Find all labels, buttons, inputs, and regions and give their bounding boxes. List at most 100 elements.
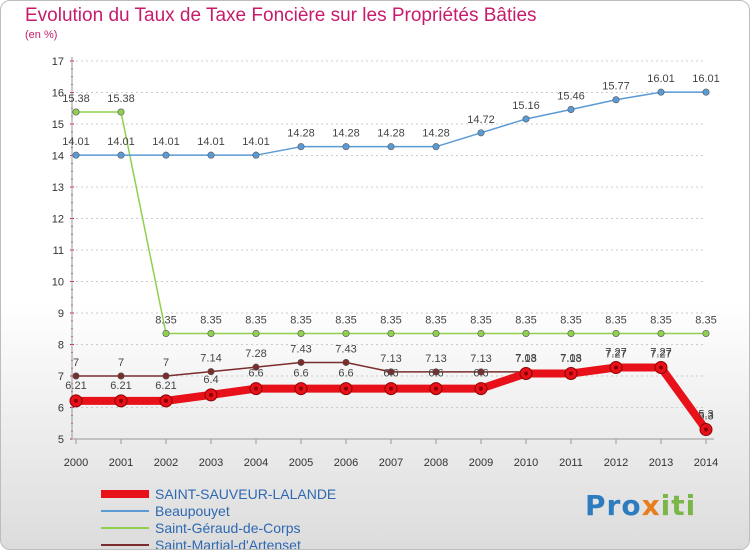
data-point (387, 368, 395, 376)
data-point (702, 329, 710, 337)
data-point-center (344, 386, 348, 391)
data-label: 16.01 (647, 73, 675, 85)
x-tick-label: 2013 (649, 457, 673, 469)
data-point-center (569, 371, 573, 376)
data-label: 7.14 (200, 353, 221, 365)
data-point (477, 129, 485, 137)
data-point (207, 329, 215, 337)
data-label: 6.6 (428, 368, 443, 380)
data-label: 8.35 (335, 314, 356, 326)
data-label: 8.35 (560, 314, 581, 326)
data-label: 14.01 (152, 136, 180, 148)
x-tick-label: 2004 (244, 457, 268, 469)
data-point (567, 329, 575, 337)
data-point-center (299, 386, 303, 391)
legend-label: Saint-Géraud-de-Corps (155, 520, 301, 536)
data-label: 8.35 (245, 314, 266, 326)
data-label: 8.35 (605, 314, 626, 326)
x-tick-label: 2003 (199, 457, 223, 469)
data-label: 14.01 (197, 136, 225, 148)
data-point (522, 329, 530, 337)
data-label: 15.38 (107, 93, 135, 105)
data-point (657, 329, 665, 337)
chart-subtitle: (en %) (25, 29, 58, 41)
data-point (702, 88, 710, 96)
data-label: 8.35 (290, 314, 311, 326)
x-tick-label: 2000 (64, 457, 88, 469)
y-tick-label: 7 (58, 371, 64, 383)
y-tick-label: 6 (58, 403, 64, 415)
x-tick-label: 2002 (154, 457, 178, 469)
series-0: 6.21 6.21 6.21 6.4 6.6 6.6 6.6 6.6 6.6 6.6 7.08 7.0… (65, 346, 714, 437)
y-tick-label: 17 (52, 56, 64, 68)
data-point (72, 108, 80, 116)
data-point-center (614, 365, 618, 370)
data-point (72, 372, 80, 380)
proxiti-logo[interactable]: Proxiti (585, 489, 696, 522)
series-2: 15.38 15.38 8.35 8.35 8.35 8.35 8.35 8.35 8.35 8.… (62, 93, 717, 337)
data-label: 6.6 (338, 368, 353, 380)
data-point (252, 329, 260, 337)
data-label: 7.13 (425, 353, 446, 365)
data-label: 15.46 (557, 91, 585, 103)
data-label: 7.27 (650, 346, 671, 358)
data-point (297, 358, 305, 366)
data-point (162, 151, 170, 159)
legend-label: Beaupouyet (155, 503, 230, 519)
y-tick-label: 9 (58, 308, 64, 320)
data-label: 14.01 (107, 136, 135, 148)
chart-title: Evolution du Taux de Taxe Foncière sur l… (25, 5, 537, 26)
data-point (477, 368, 485, 376)
data-point-center (659, 365, 663, 370)
data-label: 8.35 (695, 314, 716, 326)
data-point (297, 329, 305, 337)
data-label: 7.43 (290, 343, 311, 355)
y-tick-label: 12 (52, 214, 64, 226)
data-point (72, 151, 80, 159)
data-point-center (434, 386, 438, 391)
data-label: 14.28 (332, 128, 360, 140)
data-label: 6.21 (110, 380, 131, 392)
data-label: 6.6 (473, 368, 488, 380)
data-point (522, 115, 530, 123)
data-point (432, 368, 440, 376)
data-label: 7.08 (515, 352, 536, 364)
data-label: 8.35 (425, 314, 446, 326)
data-label: 14.01 (242, 136, 270, 148)
y-tick-label: 16 (52, 88, 64, 100)
y-tick-label: 11 (53, 245, 64, 257)
y-tick-label: 14 (52, 151, 64, 163)
x-tick-label: 2001 (109, 457, 133, 469)
data-point (387, 143, 395, 151)
data-point (342, 358, 350, 366)
data-point-center (479, 386, 483, 391)
data-label: 7.13 (470, 353, 491, 365)
x-tick-label: 2012 (604, 457, 628, 469)
data-label: 7.43 (335, 343, 356, 355)
data-point-center (389, 386, 393, 391)
logo-part-3: iti (660, 489, 697, 522)
data-label: 14.28 (377, 128, 405, 140)
data-label: 8.35 (155, 314, 176, 326)
data-label: 7.13 (380, 353, 401, 365)
data-label: 14.01 (62, 136, 90, 148)
y-tick-label: 5 (58, 434, 64, 446)
data-label: 14.72 (467, 114, 495, 126)
data-label: 7 (163, 357, 169, 369)
series-1: 14.01 14.01 14.01 14.01 14.01 14.28 14.28 14.28… (62, 73, 720, 159)
data-label: 8.35 (515, 314, 536, 326)
y-tick-label: 8 (58, 340, 64, 352)
data-label: 7.27 (605, 348, 626, 360)
data-point-center (209, 392, 213, 397)
data-point (207, 368, 215, 376)
data-point-center (704, 427, 708, 432)
y-tick-label: 13 (52, 182, 64, 194)
data-label: 7.27 (650, 348, 671, 360)
data-label: 7 (73, 357, 79, 369)
logo-part-2: x (641, 489, 661, 522)
x-tick-label: 2010 (514, 457, 538, 469)
data-point-center (119, 398, 123, 403)
data-point (657, 88, 665, 96)
